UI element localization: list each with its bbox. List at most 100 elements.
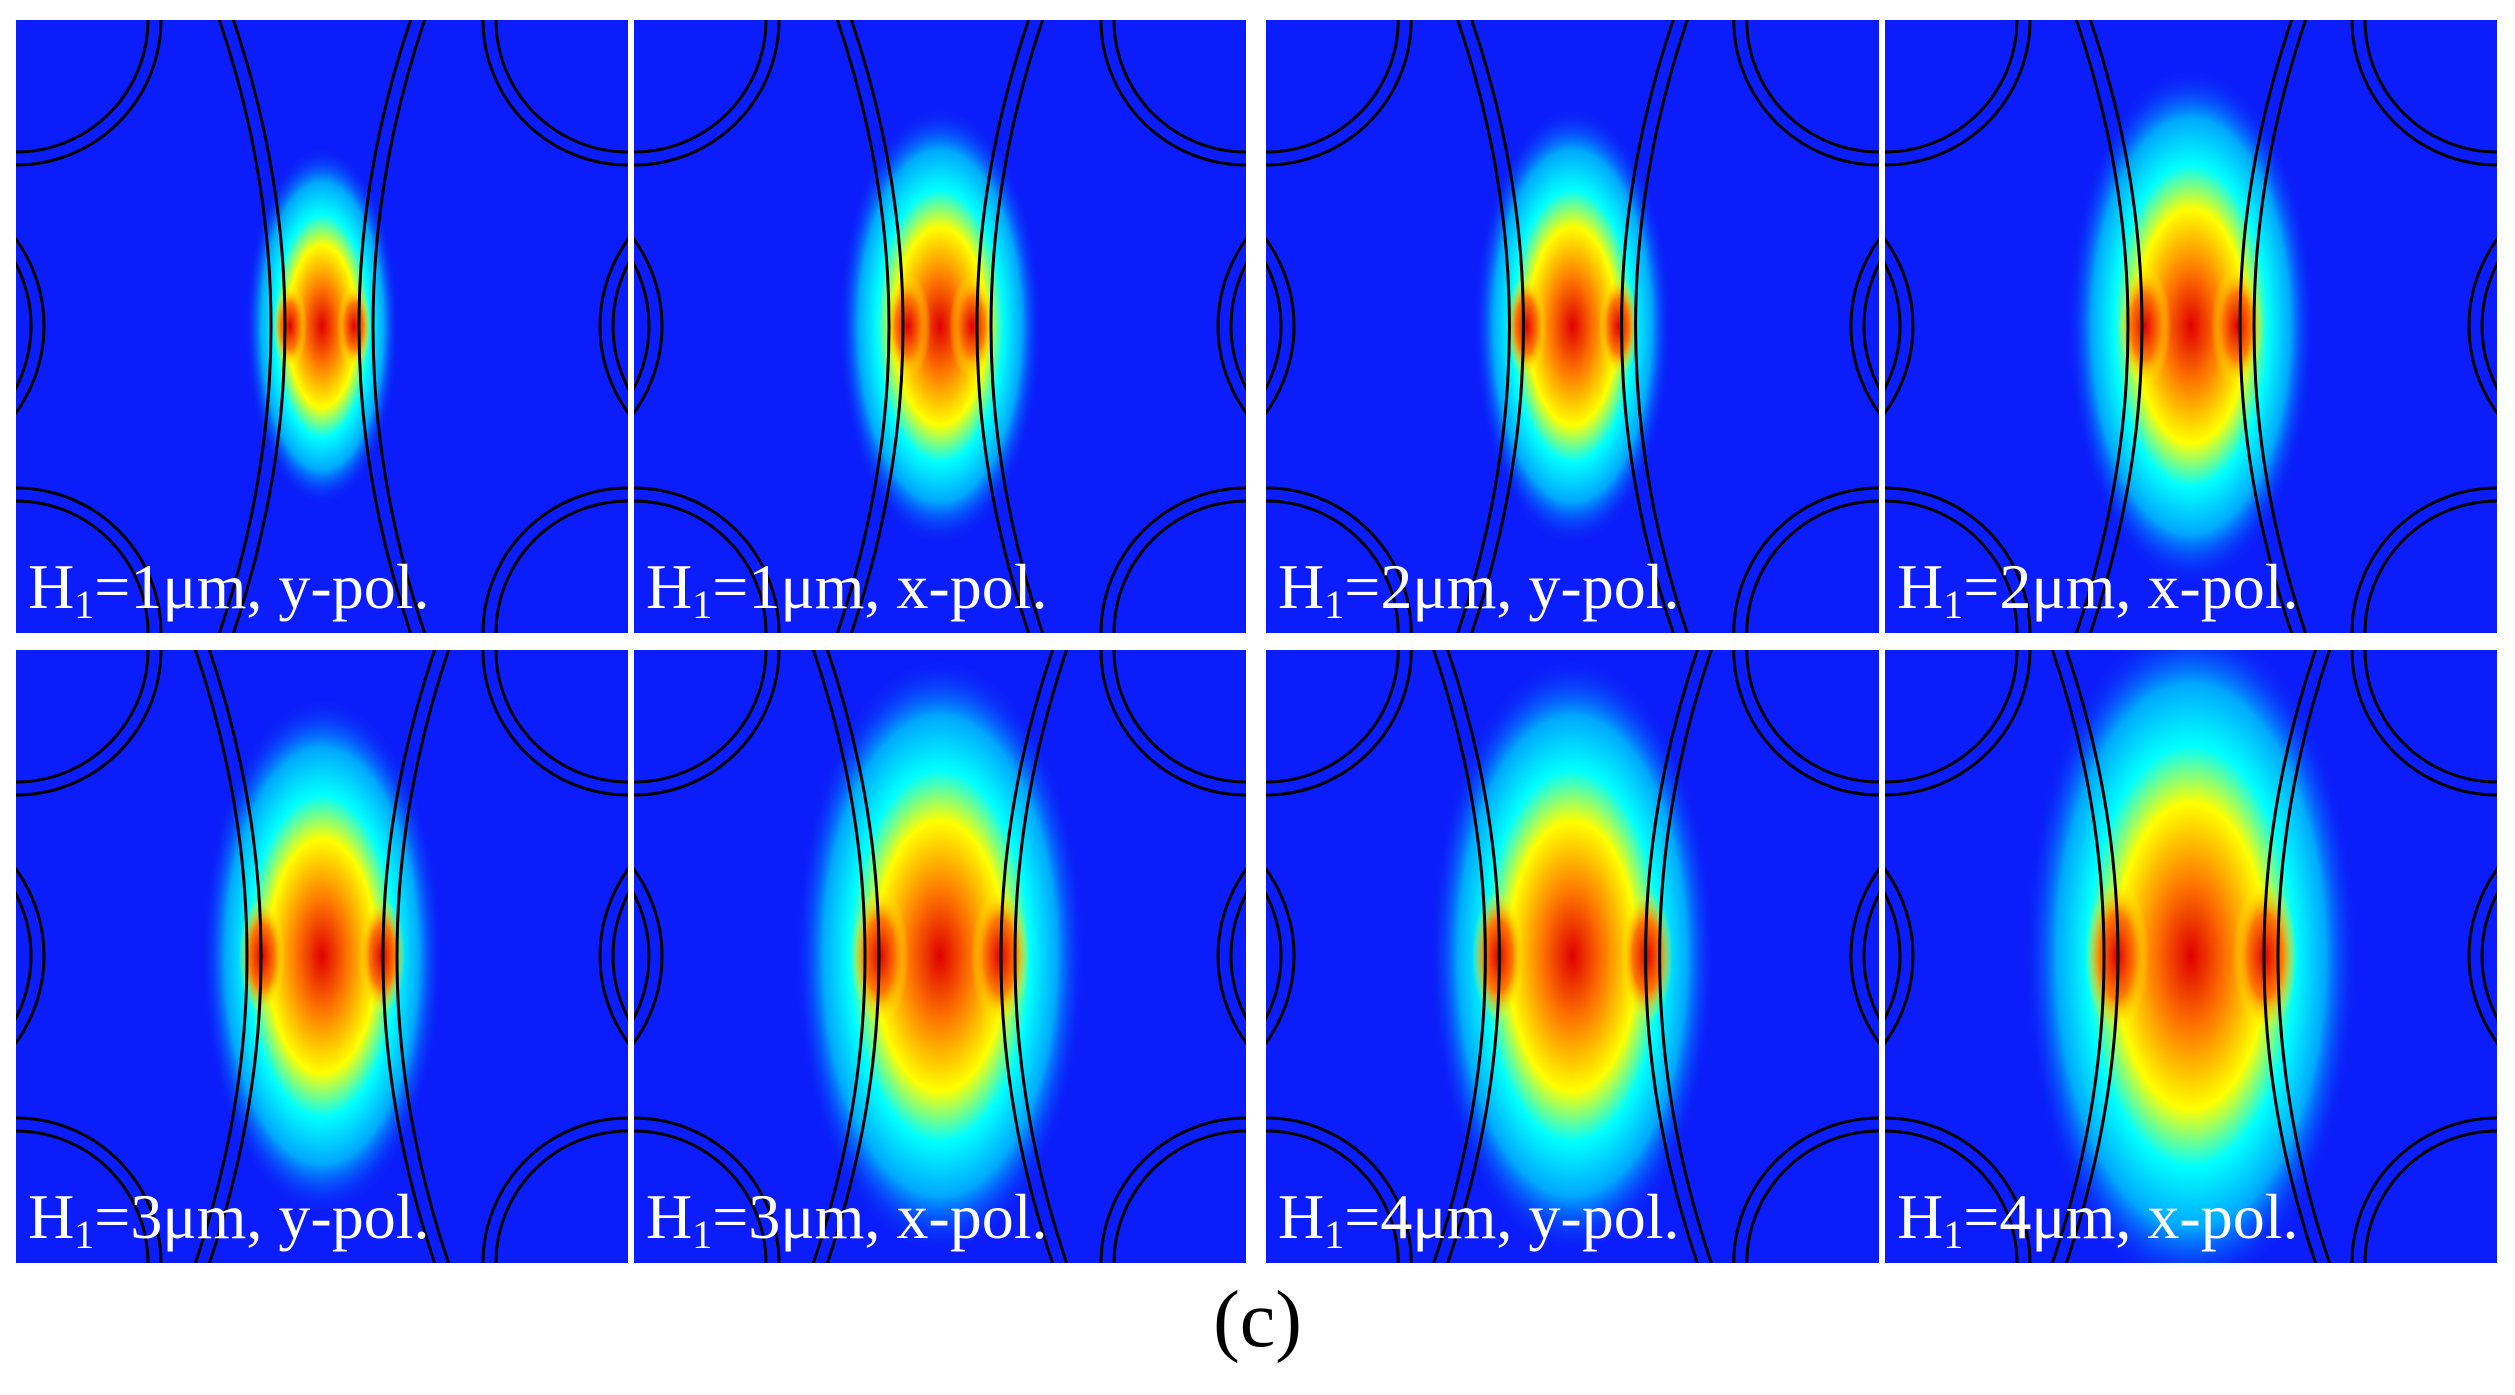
side-ring: [598, 866, 628, 1046]
hot-spot-left: [885, 274, 931, 378]
side-ring: [2480, 261, 2497, 391]
field-glow: [1429, 656, 1716, 1256]
label-h-index: 1: [1943, 1212, 1964, 1257]
label-rest: =1μm, x-pol.: [712, 551, 1048, 622]
side-ring: [1216, 866, 1246, 1046]
tube-wall-left: [1446, 650, 1501, 1263]
label-h-index: 1: [74, 582, 95, 627]
tube-wall-left: [231, 20, 287, 633]
label-h: H: [28, 551, 75, 622]
side-ring: [634, 891, 651, 1021]
side-ring: [1849, 866, 1879, 1046]
tube-wall-left: [1470, 20, 1525, 633]
label-rest: =1μm, y-pol.: [94, 551, 430, 622]
side-ring: [16, 866, 46, 1046]
hot-spot-right: [1598, 276, 1639, 376]
label-rest: =3μm, x-pol.: [712, 1181, 1048, 1252]
side-ring: [611, 261, 628, 391]
field-glow: [794, 656, 1086, 1256]
panel-label: H1=4μm, x-pol.: [1897, 1185, 2299, 1255]
figure-caption: (c): [1213, 1276, 1302, 1364]
label-rest: =3μm, y-pol.: [94, 1181, 430, 1252]
label-h-index: 1: [692, 1212, 713, 1257]
field-glow: [201, 696, 443, 1216]
label-rest: =2μm, y-pol.: [1344, 551, 1680, 622]
tube-wall-right: [381, 650, 437, 1263]
field-panel: H1=2μm, y-pol.: [1266, 20, 1879, 633]
panel-label: H1=3μm, y-pol.: [28, 1185, 430, 1255]
side-ring: [1885, 866, 1915, 1046]
tube-wall-right: [2238, 20, 2294, 633]
panel-label: H1=2μm, x-pol.: [1897, 555, 2299, 625]
side-ring: [598, 236, 628, 416]
side-ring: [611, 891, 628, 1021]
field-map: [634, 650, 1246, 1263]
hot-spot-left: [2119, 266, 2171, 386]
side-ring: [1229, 891, 1246, 1021]
side-ring: [1849, 236, 1879, 416]
label-h: H: [1278, 1181, 1325, 1252]
label-rest: =4μm, y-pol.: [1344, 1181, 1680, 1252]
label-h-index: 1: [74, 1212, 95, 1257]
hot-spot-left: [1506, 276, 1547, 376]
field-panel: H1=3μm, x-pol.: [634, 650, 1246, 1263]
side-ring: [16, 891, 33, 1021]
hot-spot-right: [337, 284, 371, 368]
tube-wall-left: [217, 20, 273, 633]
hot-spot-right: [2211, 266, 2263, 386]
side-ring: [1885, 236, 1915, 416]
tube-wall-left: [2050, 650, 2106, 1263]
side-ring: [634, 261, 651, 391]
side-ring: [1862, 891, 1879, 1021]
panel-label: H1=1μm, y-pol.: [28, 555, 430, 625]
field-glow: [838, 106, 1042, 546]
label-h-index: 1: [1324, 582, 1345, 627]
tube-wall-left: [2088, 20, 2144, 633]
field-glow: [2067, 66, 2315, 586]
label-h: H: [646, 1181, 693, 1252]
side-ring: [1229, 261, 1246, 391]
panel-label: H1=1μm, x-pol.: [646, 555, 1048, 625]
field-panel: H1=1μm, x-pol.: [634, 20, 1246, 633]
label-rest: =4μm, x-pol.: [1963, 1181, 2299, 1252]
side-ring: [1266, 891, 1283, 1021]
side-ring: [1266, 261, 1283, 391]
tube-wall-right: [975, 20, 1031, 633]
tube-wall-right: [1620, 20, 1675, 633]
field-map: [16, 650, 628, 1263]
tube-wall-right: [989, 20, 1045, 633]
label-h: H: [28, 1181, 75, 1252]
tube-wall-right: [2276, 650, 2332, 1263]
side-ring: [1266, 236, 1296, 416]
tube-wall-right: [999, 650, 1055, 1263]
tube-wall-right: [1013, 650, 1069, 1263]
label-h: H: [1278, 551, 1325, 622]
tube-wall-right: [1658, 650, 1713, 1263]
label-h: H: [1897, 551, 1944, 622]
side-ring: [1862, 261, 1879, 391]
tube-wall-right: [357, 20, 413, 633]
hot-spot-left: [273, 284, 307, 368]
tube-wall-left: [2074, 20, 2130, 633]
field-map: [1885, 650, 2497, 1263]
tube-wall-right: [2262, 650, 2318, 1263]
field-panel: H1=3μm, y-pol.: [16, 650, 628, 1263]
tube-wall-right: [1634, 20, 1689, 633]
tube-wall-left: [1456, 20, 1511, 633]
field-panel: H1=4μm, y-pol.: [1266, 650, 1879, 1263]
side-ring: [1885, 261, 1902, 391]
hot-spot-right: [949, 274, 995, 378]
tube-wall-left: [835, 20, 891, 633]
side-ring: [2480, 891, 2497, 1021]
side-ring: [2467, 866, 2497, 1046]
tube-wall-left: [193, 650, 249, 1263]
label-h-index: 1: [1943, 582, 1964, 627]
field-map: [1266, 650, 1879, 1263]
side-ring: [16, 236, 46, 416]
label-h-index: 1: [1324, 1212, 1345, 1257]
label-rest: =2μm, x-pol.: [1963, 551, 2299, 622]
field-map: [16, 20, 628, 633]
tube-wall-right: [2252, 20, 2308, 633]
side-ring: [634, 236, 664, 416]
tube-wall-right: [371, 20, 427, 633]
